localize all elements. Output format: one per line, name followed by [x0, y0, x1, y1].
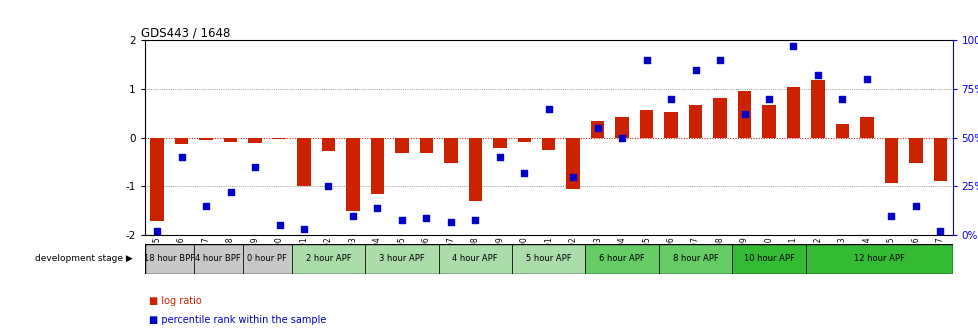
Text: 6 hour APF: 6 hour APF	[599, 254, 645, 263]
Bar	[468, 138, 481, 201]
Point	[222, 190, 238, 195]
Text: GDS443 / 1648: GDS443 / 1648	[141, 26, 230, 39]
Text: 3 hour APF: 3 hour APF	[378, 254, 424, 263]
Bar	[273, 138, 286, 139]
Bar	[493, 138, 506, 148]
Point	[491, 155, 507, 160]
Bar	[151, 138, 163, 220]
Bar	[566, 138, 579, 189]
Bar	[664, 113, 677, 138]
Bar	[732, 244, 805, 274]
Bar	[346, 138, 359, 211]
Point	[344, 213, 360, 218]
Bar	[860, 117, 872, 138]
Bar	[194, 244, 243, 274]
Text: 4 hour BPF: 4 hour BPF	[196, 254, 241, 263]
Bar	[243, 244, 291, 274]
Bar	[291, 244, 365, 274]
Point	[442, 219, 458, 224]
Point	[198, 203, 213, 209]
Bar	[786, 87, 799, 138]
Text: 2 hour APF: 2 hour APF	[305, 254, 351, 263]
Bar	[438, 244, 511, 274]
Bar	[200, 138, 212, 140]
Text: 10 hour APF: 10 hour APF	[743, 254, 793, 263]
Point	[735, 112, 751, 117]
Text: ■ percentile rank within the sample: ■ percentile rank within the sample	[149, 314, 326, 325]
Text: 8 hour APF: 8 hour APF	[672, 254, 718, 263]
Text: 5 hour APF: 5 hour APF	[525, 254, 571, 263]
Point	[931, 228, 947, 234]
Text: 4 hour APF: 4 hour APF	[452, 254, 498, 263]
Bar	[420, 138, 432, 153]
Point	[246, 164, 262, 170]
Bar	[811, 80, 823, 138]
Text: 0 hour PF: 0 hour PF	[247, 254, 287, 263]
Bar	[297, 138, 310, 186]
Point	[564, 174, 580, 179]
Point	[369, 205, 384, 211]
Bar	[762, 104, 775, 138]
Point	[589, 125, 604, 131]
Point	[833, 96, 849, 101]
Point	[418, 215, 433, 220]
Point	[760, 96, 776, 101]
Point	[711, 57, 727, 62]
Text: 18 hour BPF: 18 hour BPF	[144, 254, 195, 263]
Point	[540, 106, 556, 111]
Bar	[835, 124, 848, 138]
Bar	[145, 244, 194, 274]
Bar	[322, 138, 334, 152]
Bar	[365, 244, 438, 274]
Point	[662, 96, 678, 101]
Bar	[689, 104, 701, 138]
Point	[907, 203, 922, 209]
Bar	[884, 138, 897, 182]
Point	[149, 228, 164, 234]
Bar	[517, 138, 530, 142]
Bar	[444, 138, 457, 163]
Bar	[585, 244, 658, 274]
Point	[809, 73, 824, 78]
Point	[467, 217, 482, 222]
Point	[515, 170, 531, 175]
Bar	[224, 138, 237, 142]
Bar	[395, 138, 408, 153]
Bar	[909, 138, 921, 163]
Bar	[542, 138, 555, 150]
Bar	[640, 110, 652, 138]
Text: development stage ▶: development stage ▶	[35, 254, 132, 263]
Point	[295, 227, 311, 232]
Bar	[371, 138, 383, 194]
Point	[271, 223, 287, 228]
Bar	[805, 244, 952, 274]
Point	[784, 43, 800, 49]
Bar	[933, 138, 946, 181]
Point	[173, 155, 189, 160]
Point	[393, 217, 409, 222]
Bar	[713, 98, 726, 138]
Point	[613, 135, 629, 140]
Text: 12 hour APF: 12 hour APF	[853, 254, 904, 263]
Point	[638, 57, 653, 62]
Point	[320, 184, 336, 189]
Bar	[511, 244, 585, 274]
Text: ■ log ratio: ■ log ratio	[149, 296, 201, 306]
Bar	[175, 138, 188, 143]
Bar	[737, 91, 750, 138]
Point	[882, 213, 898, 218]
Point	[858, 77, 873, 82]
Bar	[248, 138, 261, 143]
Bar	[591, 121, 603, 138]
Bar	[615, 117, 628, 138]
Bar	[658, 244, 732, 274]
Point	[687, 67, 702, 72]
